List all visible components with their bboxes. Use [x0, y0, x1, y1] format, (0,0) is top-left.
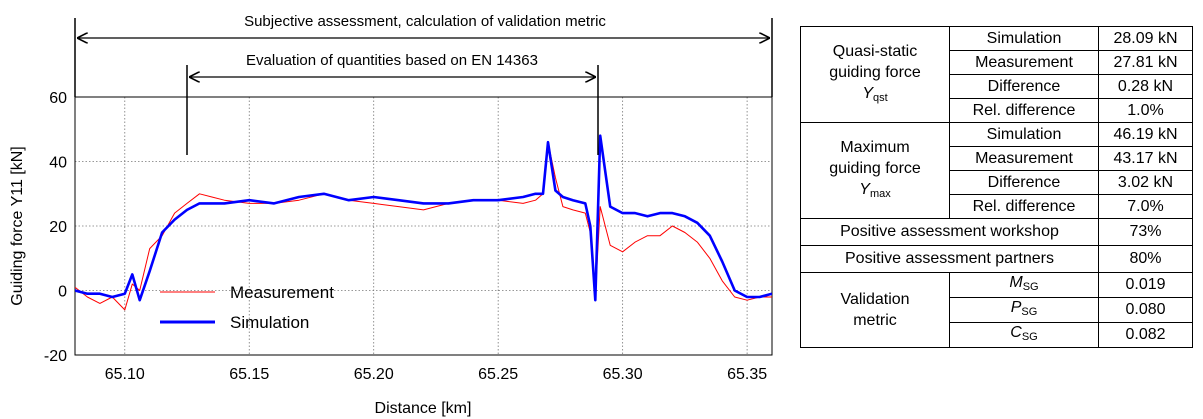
- row-label: Rel. difference: [949, 98, 1099, 123]
- validation-metric-value: 0.080: [1098, 297, 1193, 323]
- validation-metric-value: 0.019: [1098, 272, 1193, 298]
- y-tick-labels: 60 40 20 0 -20: [44, 90, 67, 365]
- row-value: 1.0%: [1098, 98, 1193, 123]
- validation-metric-symbol: MSG: [949, 272, 1099, 298]
- row-label: Difference: [949, 74, 1099, 99]
- assessment-value: 80%: [1098, 245, 1193, 273]
- group-subscript: qst: [872, 91, 888, 104]
- group-title-line: Maximum: [840, 138, 910, 156]
- group-title-cell: Maximum guiding force Ymax: [800, 122, 950, 219]
- metric-subscript: SG: [1021, 331, 1038, 343]
- x-tick-label: 65.30: [603, 366, 643, 383]
- x-axis-label: Distance [km]: [375, 400, 472, 417]
- group-title-line: guiding force: [829, 63, 921, 81]
- metric-symbol: C: [1010, 324, 1022, 341]
- row-value: 0.28 kN: [1098, 74, 1193, 99]
- outer-annotation: Subjective assessment, calculation of va…: [244, 13, 606, 30]
- x-tick-label: 65.10: [105, 366, 145, 383]
- row-label: Difference: [949, 170, 1099, 195]
- group-subscript: max: [869, 187, 891, 200]
- validation-row: CSG 0.082: [801, 322, 1193, 348]
- group-symbol: Y: [859, 180, 870, 198]
- assessment-label: Positive assessment workshop: [800, 218, 1099, 246]
- table-row: Rel. difference 1.0%: [801, 98, 1193, 123]
- validation-title-line: metric: [853, 312, 897, 329]
- table-row: Difference 0.28 kN: [801, 74, 1193, 99]
- group-title-line: guiding force: [829, 159, 921, 177]
- table-row: Measurement 43.17 kN: [801, 146, 1193, 171]
- grid-lines: [75, 96, 772, 356]
- assessment-value: 73%: [1098, 218, 1193, 246]
- legend: Measurement Simulation: [160, 283, 334, 332]
- assessment-row: Positive assessment partners 80%: [800, 245, 1193, 273]
- row-value: 43.17 kN: [1098, 146, 1193, 171]
- validation-row: PSG 0.080: [801, 297, 1193, 323]
- x-tick-label: 65.20: [354, 366, 394, 383]
- validation-title-line: Validation: [840, 291, 910, 308]
- y-axis-label: Guiding force Y11 [kN]: [9, 146, 26, 306]
- group-title-cell: Quasi-static guiding force Yqst: [800, 26, 950, 123]
- inner-annotation: Evaluation of quantities based on EN 143…: [246, 52, 538, 69]
- table-row: Rel. difference 7.0%: [801, 194, 1193, 219]
- validation-title-cell: Validation metric: [800, 272, 950, 348]
- row-value: 28.09 kN: [1098, 26, 1193, 51]
- group-symbol: Y: [862, 84, 873, 102]
- assessment-label: Positive assessment partners: [800, 245, 1099, 273]
- y-tick-label: 20: [49, 219, 67, 236]
- row-label: Measurement: [949, 50, 1099, 75]
- metric-subscript: SG: [1022, 281, 1039, 293]
- table-row: Difference 3.02 kN: [801, 170, 1193, 195]
- validation-row: Validation metric MSG 0.019: [800, 272, 1193, 348]
- y-tick-label: 60: [49, 90, 67, 107]
- validation-metric-symbol: CSG: [949, 322, 1099, 348]
- group-title-line: Quasi-static: [832, 42, 918, 60]
- series-group: [75, 134, 772, 311]
- guiding-force-chart: 65.10 65.15 65.20 65.25 65.30 65.35 60 40 20 0 -2…: [9, 13, 773, 417]
- x-tick-label: 65.25: [478, 366, 518, 383]
- row-label: Simulation: [949, 122, 1099, 147]
- y-tick-label: 40: [49, 155, 67, 172]
- legend-simulation-label: Simulation: [230, 313, 309, 332]
- table-row: Quasi-static guiding force Yqst Simulation 2…: [800, 26, 1193, 123]
- x-tick-label: 65.15: [229, 366, 269, 383]
- row-label: Measurement: [949, 146, 1099, 171]
- group-symbol: Yqst: [805, 83, 945, 109]
- plot-frame: [74, 96, 773, 356]
- table-row: Maximum guiding force Ymax Simulation 46.19 …: [800, 122, 1193, 219]
- group-symbol: Ymax: [805, 179, 945, 205]
- results-table: Quasi-static guiding force Yqst Simulation 2…: [800, 26, 1193, 348]
- row-value: 7.0%: [1098, 194, 1193, 219]
- assessment-row: Positive assessment workshop 73%: [800, 218, 1193, 246]
- x-tick-labels: 65.10 65.15 65.20 65.25 65.30 65.35: [105, 366, 767, 383]
- row-value: 46.19 kN: [1098, 122, 1193, 147]
- series-simulation-line: [75, 134, 772, 302]
- row-label: Rel. difference: [949, 194, 1099, 219]
- y-tick-label: 0: [58, 284, 67, 301]
- row-label: Simulation: [949, 26, 1099, 51]
- metric-symbol: M: [1009, 274, 1023, 291]
- y-tick-label: -20: [44, 348, 67, 365]
- row-value: 27.81 kN: [1098, 50, 1193, 75]
- validation-metric-value: 0.082: [1098, 322, 1193, 348]
- metric-symbol: P: [1010, 299, 1022, 316]
- legend-measurement-label: Measurement: [230, 283, 334, 302]
- row-value: 3.02 kN: [1098, 170, 1193, 195]
- validation-metric-symbol: PSG: [949, 297, 1099, 323]
- x-tick-label: 65.35: [727, 366, 767, 383]
- metric-subscript: SG: [1021, 306, 1038, 318]
- table-row: Measurement 27.81 kN: [801, 50, 1193, 75]
